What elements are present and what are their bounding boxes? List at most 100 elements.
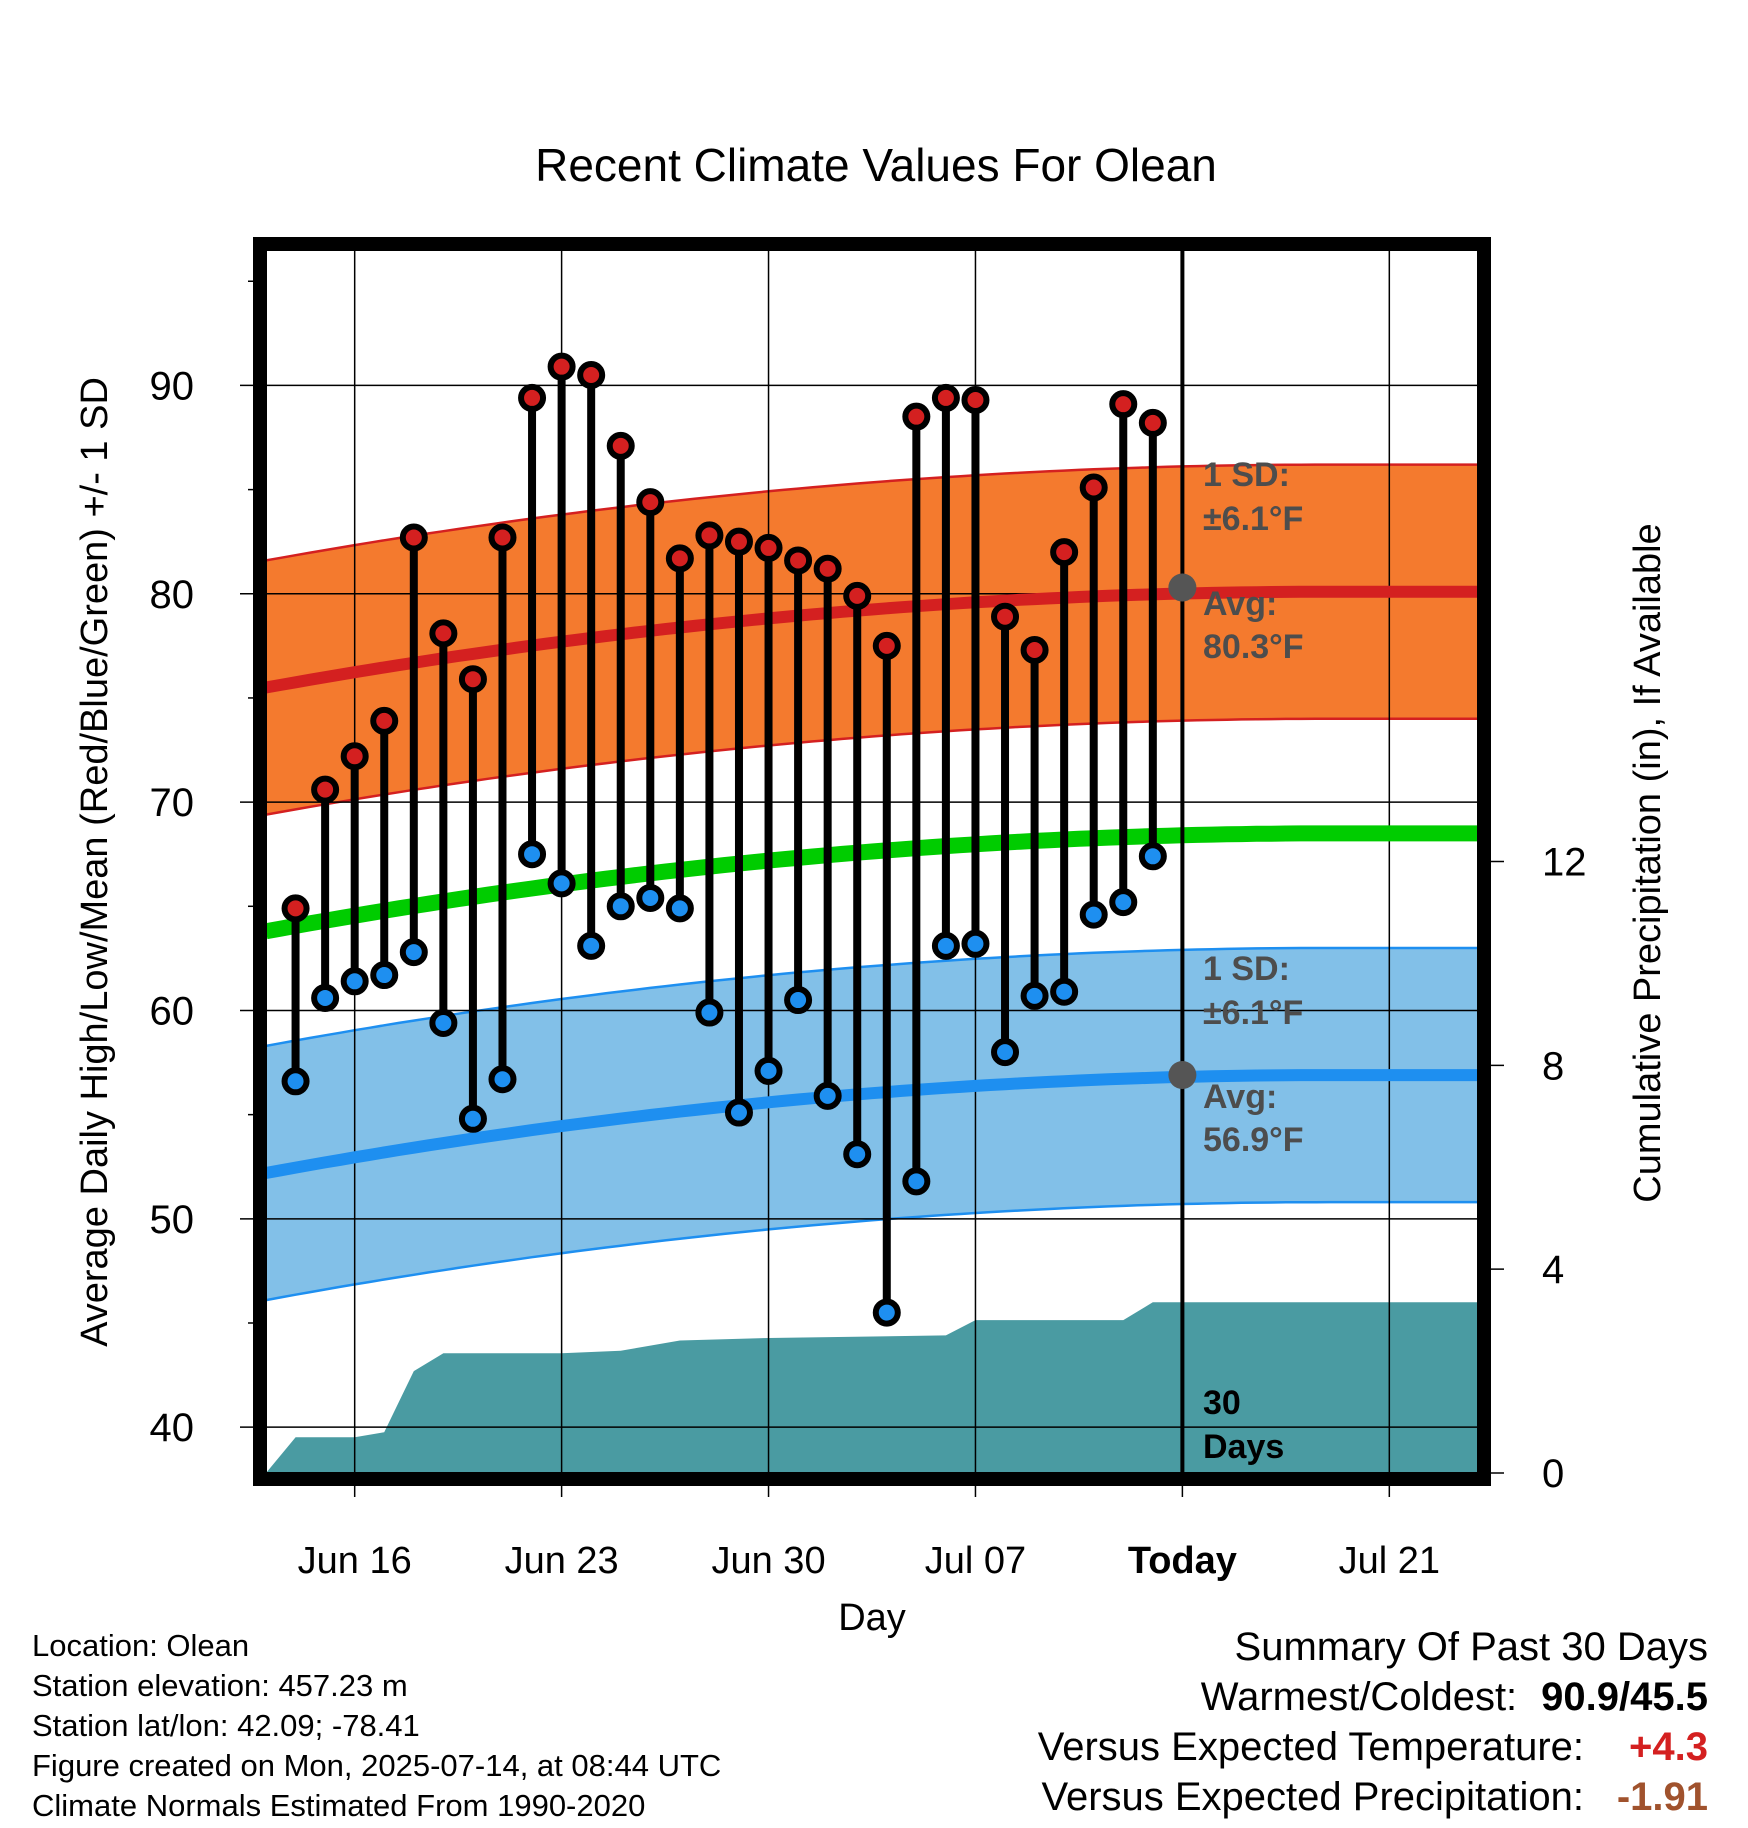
low-point (429, 1008, 458, 1037)
high-point (577, 361, 606, 390)
low-point (577, 931, 606, 960)
low-point (488, 1065, 517, 1094)
high-sd-annotation-line1: 1 SD: (1203, 456, 1290, 494)
y-tick-label: 70 (150, 781, 195, 825)
low-point (370, 961, 399, 990)
normals-text: Climate Normals Estimated From 1990-2020 (32, 1788, 646, 1823)
summary-temp: Versus Expected Temperature: +4.3 (1038, 1722, 1708, 1772)
high-avg-annotation-line2: 80.3°F (1203, 628, 1304, 666)
temp-value: +4.3 (1629, 1725, 1708, 1769)
low-sd-band (266, 948, 1478, 1301)
location-text: Location: Olean (32, 1628, 250, 1663)
high-point (606, 431, 635, 460)
y-tick-label: 90 (150, 364, 195, 408)
low-avg-annotation-line2: 56.9°F (1203, 1121, 1304, 1159)
precip-value: -1.91 (1616, 1775, 1708, 1819)
high-point (488, 523, 517, 552)
low-sd-annotation-line1: 1 SD: (1203, 950, 1290, 988)
low-point (872, 1298, 901, 1327)
high-point (872, 631, 901, 660)
high-point (458, 665, 487, 694)
high-normal-line (266, 585, 1478, 694)
x-tick-label: Jun 30 (711, 1540, 825, 1582)
high-sd-upper-line (266, 463, 1478, 562)
precip-label: Versus Expected Precipitation: (1041, 1775, 1584, 1819)
high-point (754, 533, 783, 562)
station-info: Location: Olean Station elevation: 457.2… (32, 1626, 721, 1826)
low-point (813, 1081, 842, 1110)
precip-area (266, 1302, 1478, 1473)
high-point (340, 742, 369, 771)
plot-area: 1 SD: ±6.1°F Avg: 80.3°F 1 SD: ±6.1°F Avg: 56.9… (266, 250, 1478, 1473)
latlon-text: Station lat/lon: 42.09; -78.41 (32, 1708, 420, 1743)
y-tick-label: 50 (150, 1198, 195, 1242)
low-point (724, 1098, 753, 1127)
x-axis-label: Day (838, 1597, 906, 1639)
y2-tick-label: 8 (1542, 1044, 1564, 1088)
high-point (518, 383, 547, 412)
high-point (695, 521, 724, 550)
y-axis-label: Average Daily High/Low/Mean (Red/Blue/Gr… (74, 377, 116, 1347)
x-tick-label: Today (1128, 1540, 1237, 1582)
x-tick-label: Jul 07 (925, 1540, 1026, 1582)
x-tick-label: Jul 21 (1339, 1540, 1440, 1582)
high-point (370, 706, 399, 735)
low-point (1138, 842, 1167, 871)
low-point (1050, 977, 1079, 1006)
summary-title: Summary Of Past 30 Days (1234, 1625, 1708, 1669)
high-point (429, 619, 458, 648)
mean-normal-line (266, 825, 1478, 940)
high-avg-annotation-line1: Avg: (1203, 585, 1277, 623)
high-point (1138, 408, 1167, 437)
low-point (606, 892, 635, 921)
y2-axis-label: Cumulative Precipitation (in), If Availa… (1627, 523, 1669, 1202)
high-point (843, 581, 872, 610)
low-point (1020, 981, 1049, 1010)
low-point (961, 929, 990, 958)
elevation-text: Station elevation: 457.23 m (32, 1668, 408, 1703)
high-point (1050, 538, 1079, 567)
days-annotation-line1: 30 (1203, 1384, 1241, 1422)
high-point (784, 546, 813, 575)
high-sd-annotation-line2: ±6.1°F (1203, 500, 1303, 538)
chart-title: Recent Climate Values For Olean (535, 139, 1217, 191)
high-sd-lower-line (266, 717, 1478, 816)
low-point (518, 840, 547, 869)
high-point (813, 554, 842, 583)
low-sd-upper-line (266, 946, 1478, 1048)
high-point (281, 894, 310, 923)
low-point (665, 894, 694, 923)
high-point (547, 352, 576, 381)
summary-panel: Summary Of Past 30 Days Warmest/Coldest:… (1038, 1622, 1708, 1822)
y-tick-label: 40 (150, 1406, 195, 1450)
today-low-avg-marker (1168, 1061, 1197, 1090)
low-point (340, 967, 369, 996)
low-point (991, 1038, 1020, 1067)
high-point (724, 527, 753, 556)
low-point (843, 1140, 872, 1169)
high-point (991, 602, 1020, 631)
high-point (399, 523, 428, 552)
high-point (1109, 390, 1138, 419)
high-point (931, 383, 960, 412)
low-normal-line (266, 1069, 1478, 1179)
low-point (784, 986, 813, 1015)
low-point (636, 883, 665, 912)
temp-label: Versus Expected Temperature: (1037, 1725, 1584, 1769)
created-text: Figure created on Mon, 2025-07-14, at 08… (32, 1748, 722, 1783)
low-point (931, 931, 960, 960)
warm-cold-label: Warmest/Coldest: (1200, 1675, 1518, 1719)
low-sd-annotation-line2: ±6.1°F (1203, 994, 1303, 1032)
low-point (399, 938, 428, 967)
low-point (902, 1167, 931, 1196)
high-point (902, 402, 931, 431)
low-point (1109, 888, 1138, 917)
low-avg-annotation-line1: Avg: (1203, 1078, 1277, 1116)
x-tick-label: Jun 16 (298, 1540, 412, 1582)
warm-cold-value: 90.9/45.5 (1541, 1675, 1708, 1719)
low-point (1079, 900, 1108, 929)
summary-warm-cold: Warmest/Coldest: 90.9/45.5 (1038, 1672, 1708, 1722)
high-point (1079, 473, 1108, 502)
low-point (754, 1056, 783, 1085)
